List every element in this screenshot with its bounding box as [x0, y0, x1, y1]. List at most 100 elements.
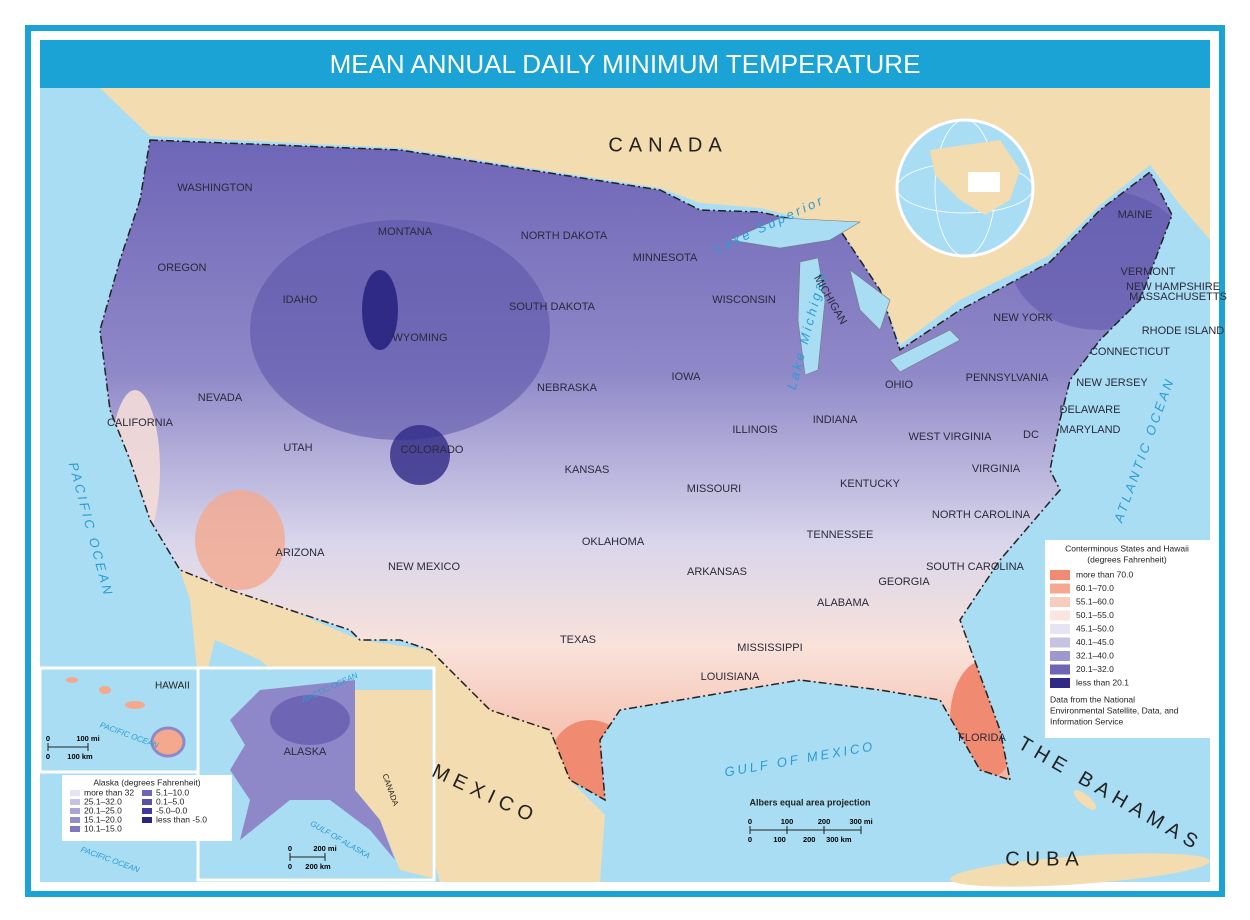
state-label: VERMONT: [1121, 266, 1176, 278]
state-label: OKLAHOMA: [582, 536, 645, 548]
legend-label: 5.1–10.0: [156, 787, 189, 797]
alaska-label: ALASKA: [284, 746, 327, 758]
alaska-canada: [355, 690, 432, 878]
legend-source: Environmental Satellite, Data, and: [1050, 705, 1179, 715]
legend-subtitle: (degrees Fahrenheit): [1087, 554, 1167, 564]
legend-swatch: [1050, 597, 1070, 607]
legend-swatch: [70, 817, 80, 823]
legend: Conterminous States and Hawaii (degrees …: [1045, 540, 1210, 738]
legend-label: -5.0–0.0: [156, 805, 187, 815]
lake-erie: [889, 329, 961, 373]
state-label: COLORADO: [401, 444, 464, 456]
state-label: TEXAS: [560, 634, 596, 646]
legend-swatch: [1050, 570, 1070, 580]
scale-label: 200 km: [305, 862, 331, 871]
lake-michigan: [797, 257, 826, 376]
island: [99, 686, 111, 694]
legend-label: 32.1–40.0: [1076, 650, 1114, 660]
legend-swatch: [70, 826, 80, 832]
legend-label: 45.1–50.0: [1076, 623, 1114, 633]
state-label: WASHINGTON: [177, 182, 252, 194]
legend-swatch: [70, 790, 80, 796]
scale-label: 200 mi: [313, 844, 336, 853]
state-label: MAINE: [1118, 209, 1153, 221]
alaska-legend: Alaska (degrees Fahrenheit) more than 32…: [62, 775, 232, 841]
state-label: LOUISIANA: [701, 671, 760, 683]
title-bar: [40, 40, 1210, 88]
state-label: NEVADA: [198, 392, 243, 404]
legend-label: less than -5.0: [156, 814, 207, 824]
scale-label: 0: [288, 862, 292, 871]
legend-label: 10.1–15.0: [84, 823, 122, 833]
state-label: KANSAS: [565, 464, 610, 476]
state-label: MINNESOTA: [633, 252, 698, 264]
island: [150, 726, 186, 758]
state-label: UTAH: [283, 442, 312, 454]
state-label: DELAWARE: [1060, 404, 1121, 416]
state-label: RHODE ISLAND: [1142, 325, 1225, 337]
scale-label: 200: [818, 817, 831, 826]
state-label: ALABAMA: [817, 597, 870, 609]
legend-label: more than 70.0: [1076, 569, 1133, 579]
state-label: SOUTH CAROLINA: [926, 561, 1024, 573]
cold-zone: [270, 695, 350, 745]
state-label: WISCONSIN: [712, 294, 776, 306]
lake-superior: [728, 217, 862, 249]
scale-label: 100: [781, 817, 794, 826]
state-label: VIRGINIA: [972, 463, 1021, 475]
legend-label: 40.1–45.0: [1076, 637, 1114, 647]
scale-bars: 0 100 200 300 mi 0 100 200 300 km 0 100 mi 0 100 km…: [46, 734, 873, 871]
scale-label: 300 mi: [849, 817, 872, 826]
state-label: GEORGIA: [878, 576, 930, 588]
legend-items: more than 70.0 60.1–70.0 55.1–60.0 50.1–55.…: [1050, 569, 1179, 726]
scale-label: 0: [748, 817, 752, 826]
legend-swatch: [1050, 583, 1070, 594]
legend-label: 20.1–25.0: [84, 805, 122, 815]
legend-swatch: [1050, 678, 1070, 688]
state-label: INDIANA: [813, 414, 858, 426]
cold-zone: [390, 425, 450, 485]
legend-label: 60.1–70.0: [1076, 583, 1114, 593]
state-label: TENNESSEE: [807, 529, 874, 541]
cuba: [950, 853, 1210, 887]
scale-label: 0: [46, 752, 50, 761]
legend-label: 55.1–60.0: [1076, 596, 1114, 606]
projection: Albers equal area projection: [749, 797, 870, 807]
state-label: IOWA: [672, 371, 702, 383]
state-label: CONNECTICUT: [1090, 346, 1170, 358]
legend-swatch: [142, 817, 152, 823]
state-label: KENTUCKY: [840, 478, 901, 490]
legend-label: less than 20.1: [1076, 677, 1129, 687]
title: MEAN ANNUAL DAILY MINIMUM TEMPERATURE: [330, 49, 921, 79]
legend-label: 0.1–5.0: [156, 796, 185, 806]
cold-zone: [250, 220, 550, 440]
state-label: MARYLAND: [1060, 424, 1121, 436]
scale-label: 200: [803, 835, 816, 844]
state-label: PENNSYLVANIA: [966, 372, 1049, 384]
state-label: WYOMING: [393, 332, 448, 344]
state-label: NEW MEXICO: [388, 561, 461, 573]
legend-title: Conterminous States and Hawaii: [1065, 543, 1189, 553]
warm-zone: [195, 490, 285, 590]
state-label: NORTH DAKOTA: [521, 230, 608, 242]
state-label: MONTANA: [378, 226, 433, 238]
legend-label: 15.1–20.0: [84, 814, 122, 824]
legend-swatch: [70, 808, 80, 814]
state-label: MISSISSIPPI: [737, 642, 802, 654]
globe-us: [968, 172, 1000, 192]
state-label: IDAHO: [283, 294, 318, 306]
legend-label: 25.1–32.0: [84, 796, 122, 806]
state-label: DC: [1023, 429, 1039, 441]
legend-source: Information Service: [1050, 716, 1123, 726]
alaska-inset: [196, 666, 436, 882]
legend-swatch: [1050, 637, 1070, 648]
legend-swatch: [1050, 664, 1070, 675]
legend-swatch: [70, 799, 80, 805]
legend-label: 50.1–55.0: [1076, 610, 1114, 620]
island: [66, 677, 78, 683]
scale-label: 0: [748, 835, 752, 844]
hawaii-inset: HAWAII PACIFIC OCEAN: [38, 666, 200, 774]
state-label: NORTH CAROLINA: [932, 509, 1031, 521]
scale-label: 100 mi: [76, 734, 99, 743]
